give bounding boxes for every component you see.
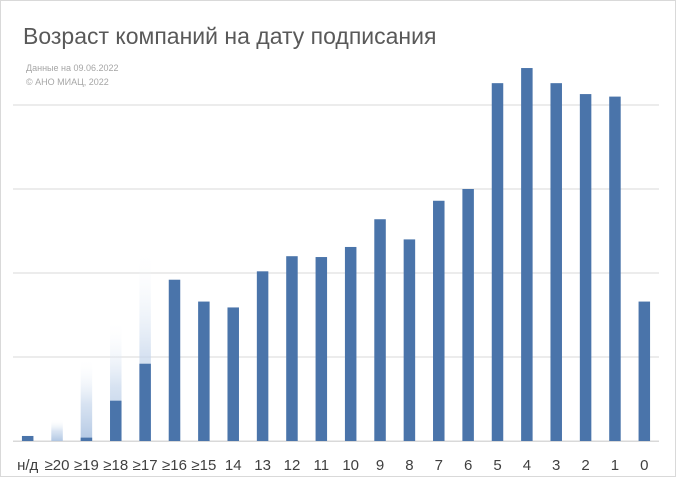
bar-11 — [315, 257, 328, 441]
x-tick-label: ≥16 — [162, 457, 187, 474]
faded-bar-≥19 — [80, 357, 93, 441]
faded-bar-≥18 — [110, 319, 122, 441]
bar-≥18 — [110, 400, 122, 441]
x-tick-label: ≥19 — [74, 457, 99, 474]
x-tick-label: ≥18 — [103, 457, 128, 474]
chart-title: Возраст компаний на дату подписания — [23, 23, 437, 49]
bar-0 — [638, 301, 651, 441]
faded-bar-≥20 — [51, 419, 63, 441]
x-tick-label: 3 — [552, 457, 560, 474]
bar-≥15 — [198, 301, 210, 441]
bar-13 — [256, 271, 269, 441]
bar-9 — [374, 219, 386, 441]
x-tick-label: н/д — [17, 457, 38, 474]
data-date-note: Данные на 09.06.2022 — [26, 63, 119, 73]
x-tick-label: 8 — [405, 457, 413, 474]
bar-≥16 — [168, 279, 181, 441]
x-tick-label: ≥20 — [45, 457, 70, 474]
bar-7 — [433, 200, 445, 441]
bars — [21, 68, 651, 441]
x-tick-label: 9 — [376, 457, 384, 474]
x-tick-label: ≥17 — [133, 457, 158, 474]
x-tick-label: 13 — [254, 457, 271, 474]
bar-6 — [462, 189, 474, 441]
bar-≥17 — [139, 363, 151, 441]
bar-14 — [227, 307, 239, 441]
gridlines — [13, 104, 659, 442]
bar-5 — [491, 83, 504, 441]
x-tick-labels: н/д ≥20 ≥19 ≥18 ≥17 ≥16 ≥15 14 13 12 11 10 9 8 7 6 5 4 3 2 1… — [17, 457, 648, 474]
x-tick-label: 14 — [225, 457, 242, 474]
copyright-note: © АНО МИАЦ, 2022 — [26, 77, 109, 87]
bar-12 — [286, 256, 298, 441]
bar-8 — [403, 239, 416, 441]
x-tick-label: 2 — [581, 457, 589, 474]
x-tick-label: ≥15 — [191, 457, 216, 474]
bar-3 — [550, 83, 562, 441]
faded-bar-≥17 — [139, 247, 151, 441]
bar-4 — [521, 68, 533, 441]
x-tick-label: 6 — [464, 457, 472, 474]
x-tick-label: 7 — [435, 457, 443, 474]
x-tick-label: 10 — [342, 457, 359, 474]
x-tick-label: 12 — [284, 457, 301, 474]
bar-1 — [609, 96, 621, 441]
x-tick-label: 0 — [640, 457, 648, 474]
bar-н/д — [21, 435, 34, 441]
x-tick-label: 1 — [611, 457, 619, 474]
bar-10 — [344, 246, 357, 441]
x-tick-label: 11 — [314, 457, 330, 474]
x-tick-label: 5 — [493, 457, 501, 474]
x-tick-label: 4 — [523, 457, 531, 474]
bar-≥19 — [80, 437, 93, 441]
bar-2 — [579, 94, 592, 441]
